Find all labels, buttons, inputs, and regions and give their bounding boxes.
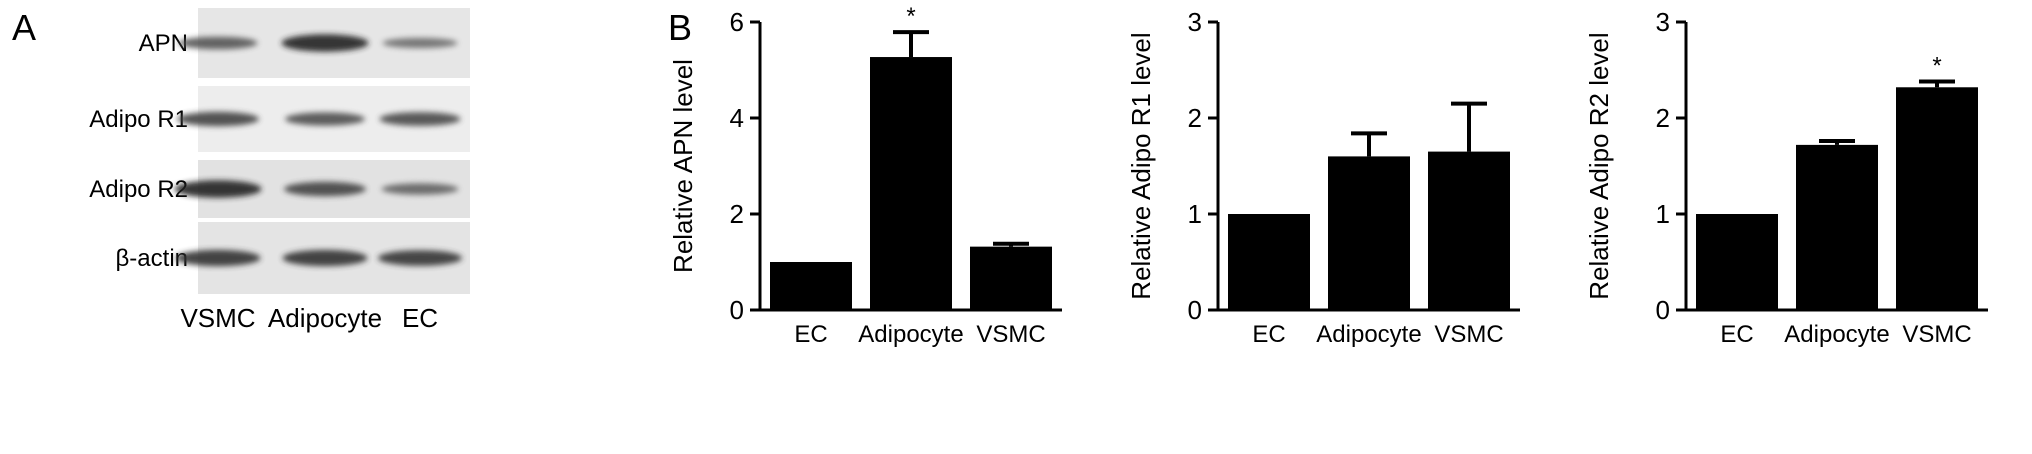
y-tick-label: 4 bbox=[730, 103, 744, 133]
blot-row: Adipo R2 bbox=[89, 160, 470, 218]
y-tick-label: 2 bbox=[1188, 103, 1202, 133]
y-axis-title: Relative Adipo R1 level bbox=[1126, 32, 1156, 299]
blot-band bbox=[177, 111, 259, 127]
x-tick-label: EC bbox=[1720, 321, 1753, 348]
western-blot: APN Adipo R1 Adipo R2 β-actin VSMC Adipocyte E… bbox=[89, 8, 470, 333]
x-tick-label: VSMC bbox=[1902, 321, 1971, 348]
blot-row-label: Adipo R2 bbox=[89, 176, 188, 203]
blot-row: β-actin bbox=[116, 222, 470, 294]
blot-band bbox=[178, 36, 258, 50]
y-tick-label: 3 bbox=[1656, 7, 1670, 37]
lane-label: Adipocyte bbox=[268, 303, 382, 333]
blot-row: Adipo R1 bbox=[89, 86, 470, 152]
blot-band bbox=[382, 37, 458, 49]
y-tick-label: 0 bbox=[1656, 295, 1670, 325]
blot-band bbox=[284, 181, 366, 197]
blot-band bbox=[175, 249, 261, 267]
bar bbox=[1796, 144, 1878, 310]
x-tick-label: Adipocyte bbox=[1784, 321, 1889, 348]
blot-band bbox=[378, 250, 462, 266]
y-axis-title: Relative APN level bbox=[668, 59, 698, 273]
blot-band bbox=[282, 249, 368, 267]
x-tick-label: EC bbox=[794, 321, 827, 348]
blot-band bbox=[281, 34, 369, 52]
y-tick-label: 2 bbox=[1656, 103, 1670, 133]
bar bbox=[1896, 87, 1978, 310]
blot-row-label: Adipo R1 bbox=[89, 106, 188, 133]
bar bbox=[870, 57, 952, 310]
x-tick-label: Adipocyte bbox=[1316, 321, 1421, 348]
significance-marker: * bbox=[906, 3, 915, 30]
y-tick-label: 0 bbox=[730, 295, 744, 325]
y-tick-label: 0 bbox=[1188, 295, 1202, 325]
panel-b-letter: B bbox=[668, 7, 692, 48]
y-tick-label: 6 bbox=[730, 7, 744, 37]
y-tick-label: 2 bbox=[730, 199, 744, 229]
significance-marker: * bbox=[1932, 53, 1941, 80]
blot-band bbox=[381, 183, 459, 195]
panel-a-letter: A bbox=[12, 7, 36, 48]
x-tick-label: Adipocyte bbox=[858, 321, 963, 348]
lane-label: VSMC bbox=[180, 303, 255, 333]
bar bbox=[1228, 214, 1310, 310]
y-axis-title: Relative Adipo R2 level bbox=[1584, 32, 1614, 299]
y-tick-label: 1 bbox=[1656, 199, 1670, 229]
bar-chart-1: 0 2 4 6 Relative APN level EC * Adipocyte VSMC bbox=[668, 3, 1062, 348]
y-tick-label: 1 bbox=[1188, 199, 1202, 229]
bar-chart-2: 0 1 2 3 Relative Adipo R1 level EC Adipocyte VS… bbox=[1126, 7, 1520, 348]
bar-charts: 0 2 4 6 Relative APN level EC * Adipocyte VSMC 0 1… bbox=[668, 3, 1988, 348]
bar bbox=[1696, 214, 1778, 310]
x-tick-label: EC bbox=[1252, 321, 1285, 348]
blot-band bbox=[379, 112, 461, 126]
y-tick-label: 3 bbox=[1188, 7, 1202, 37]
x-tick-label: VSMC bbox=[1434, 321, 1503, 348]
lane-label: EC bbox=[402, 303, 438, 333]
bar bbox=[770, 262, 852, 310]
x-tick-label: VSMC bbox=[976, 321, 1045, 348]
bar bbox=[1328, 156, 1410, 310]
bar bbox=[1428, 151, 1510, 310]
bar bbox=[970, 246, 1052, 310]
blot-row: APN bbox=[139, 8, 470, 78]
blot-band bbox=[285, 112, 365, 126]
blot-band bbox=[174, 180, 262, 198]
bar-chart-3: 0 1 2 3 Relative Adipo R2 level EC Adipocyte * V… bbox=[1584, 7, 1988, 348]
